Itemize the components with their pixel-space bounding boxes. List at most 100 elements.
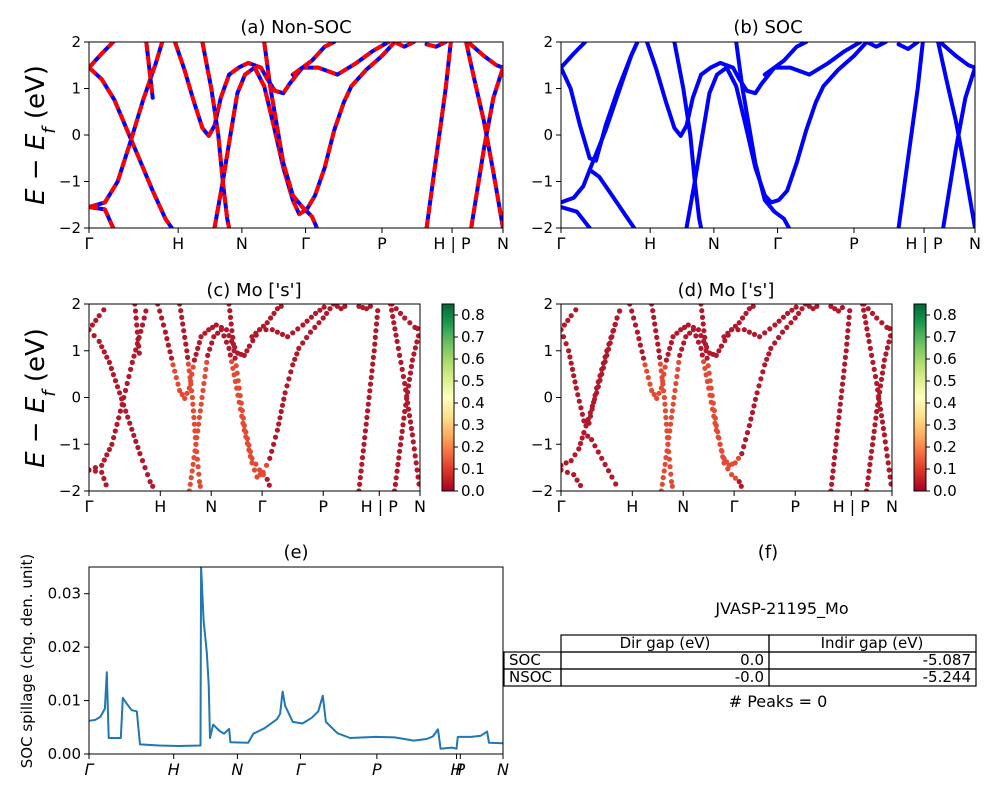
proj-dot [834, 428, 841, 434]
proj-dot [277, 415, 283, 421]
proj-dot [150, 483, 156, 489]
band-soc-1 [561, 167, 637, 228]
proj-dot [880, 425, 887, 432]
proj-dot [191, 414, 197, 421]
proj-dot [179, 391, 185, 398]
x-tick-label: Γ [85, 234, 94, 253]
proj-dot [317, 307, 323, 313]
y-tick-label: −2 [59, 219, 81, 237]
proj-dot [665, 351, 671, 357]
axes-frame [88, 303, 421, 492]
proj-dot [274, 329, 280, 335]
proj-dot [184, 348, 190, 354]
proj-dot [866, 468, 872, 474]
proj-dot [887, 474, 892, 480]
proj-dot [96, 338, 102, 344]
proj-dot [634, 329, 641, 335]
x-tick-label: H [172, 234, 184, 253]
proj-dot [799, 306, 805, 312]
proj-dot [877, 389, 883, 395]
proj-dot [748, 416, 754, 422]
proj-dot [702, 341, 709, 347]
proj-dot [871, 428, 877, 434]
proj-dot [397, 310, 404, 316]
proj-dot [320, 315, 326, 321]
proj-dot [215, 330, 221, 336]
x-tick-label: H | P [433, 234, 471, 253]
x-tick-label: P [790, 497, 800, 516]
proj-dot [257, 327, 263, 333]
proj-dot [264, 476, 270, 482]
proj-dot [295, 326, 301, 332]
proj-dot [263, 462, 270, 468]
proj-dot [406, 376, 413, 382]
proj-dot [614, 315, 620, 321]
proj-dot [709, 393, 715, 399]
x-tick-label: Γ [730, 497, 739, 516]
y-tick-label: −1 [531, 173, 553, 191]
proj-dot [188, 381, 194, 387]
proj-dot [223, 327, 230, 333]
proj-dot [869, 310, 876, 316]
proj-dot [391, 320, 397, 326]
proj-dot [181, 328, 187, 334]
proj-dot [642, 362, 648, 368]
proj-dot [829, 481, 835, 487]
x-tick-label: H [168, 760, 180, 779]
proj-dot [592, 443, 598, 449]
proj-dot [264, 320, 270, 326]
proj-dot [718, 343, 725, 349]
proj-dot [141, 315, 147, 321]
proj-dot [744, 430, 751, 436]
proj-dot [129, 426, 135, 432]
proj-dot [772, 322, 778, 328]
x-tick-label: N [677, 497, 689, 516]
x-tick-label: N [497, 760, 509, 779]
proj-dot [839, 381, 846, 387]
proj-dot [365, 401, 371, 407]
proj-dot [274, 306, 280, 312]
proj-dot [865, 306, 871, 312]
proj-dot [879, 419, 886, 425]
proj-dot [251, 467, 258, 473]
proj-dot [651, 391, 657, 398]
proj-dot [207, 346, 213, 352]
proj-dot [185, 354, 191, 360]
x-tick-label: H | P [361, 497, 399, 516]
proj-dot [249, 455, 255, 461]
proj-dot [837, 401, 843, 407]
proj-dot [392, 481, 398, 487]
proj-dot [233, 363, 239, 369]
proj-dot [324, 310, 330, 316]
proj-dot [870, 359, 876, 365]
proj-dot [577, 440, 584, 447]
y-tick-label: 2 [71, 295, 81, 313]
proj-dot [832, 306, 838, 312]
proj-dot [780, 314, 787, 320]
proj-dot [645, 375, 651, 381]
proj-dot [186, 488, 192, 491]
proj-dot [112, 428, 118, 434]
proj-dot [717, 441, 723, 447]
proj-dot [662, 364, 668, 370]
proj-dot [157, 308, 163, 314]
proj-dot [367, 381, 374, 387]
x-tick-label: N [414, 497, 426, 516]
proj-dot [195, 464, 201, 470]
spillage-ylabel: SOC spillage (chg. den. unit) [18, 554, 36, 769]
material-id: JVASP-21195_Mo [714, 599, 848, 619]
proj-dot [402, 315, 408, 321]
proj-dot [666, 435, 672, 441]
proj-dot [736, 320, 742, 326]
band-soc-11 [896, 42, 920, 51]
proj-dot [838, 394, 844, 401]
proj-dot [880, 363, 887, 370]
colorbar-tick-label: 0.3 [933, 416, 957, 434]
proj-dot [754, 390, 760, 396]
proj-dot [89, 467, 92, 473]
proj-dot [93, 317, 99, 323]
proj-dot [656, 348, 662, 354]
y-tick-label: 2 [71, 33, 81, 51]
